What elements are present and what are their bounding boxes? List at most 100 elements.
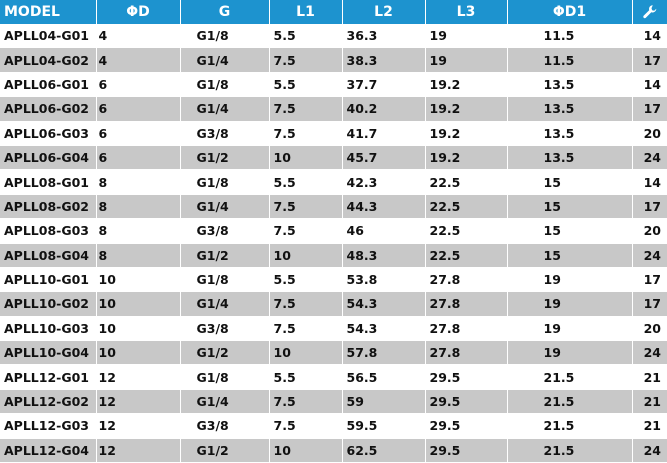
cell-l1: 5.5 [269,267,343,293]
cell-l2: 45.7 [342,145,426,171]
cell-g: G1/8 [180,24,270,49]
cell-d1: 21.5 [507,438,633,463]
cell-wrench-size: 24 [632,340,667,366]
cell-d1: 19 [507,316,633,342]
cell-model: APLL06-G03 [0,121,97,146]
cell-wrench-size: 17 [632,194,667,220]
cell-g: G1/4 [180,194,270,220]
cell-l1: 5.5 [269,364,343,390]
cell-d: 6 [96,121,181,146]
cell-l3: 19 [425,47,508,73]
cell-d1: 13.5 [507,72,633,98]
cell-model: APLL10-G04 [0,340,97,366]
cell-l3: 19.2 [425,145,508,171]
header-g: G [180,0,270,24]
cell-model: APLL10-G01 [0,267,97,293]
cell-wrench-size: 21 [632,364,667,390]
cell-l1: 7.5 [269,413,343,439]
cell-g: G1/4 [180,47,270,73]
cell-l3: 22.5 [425,243,508,268]
cell-wrench-size: 17 [632,47,667,73]
cell-wrench-size: 17 [632,96,667,122]
cell-model: APLL10-G03 [0,316,97,342]
cell-d: 10 [96,340,181,366]
cell-d: 10 [96,316,181,342]
cell-d1: 21.5 [507,413,633,439]
cell-l2: 59 [342,389,426,415]
cell-l2: 36.3 [342,24,426,49]
cell-d1: 21.5 [507,389,633,415]
cell-g: G1/8 [180,267,270,293]
cell-wrench-size: 14 [632,24,667,49]
cell-model: APLL08-G01 [0,169,97,195]
header-wrench [632,0,667,24]
table-row: APLL04-G02 4 G1/4 7.5 38.3 19 11.5 17 [0,47,667,73]
table-row: APLL10-G02 10 G1/4 7.5 54.3 27.8 19 17 [0,291,667,317]
cell-l2: 40.2 [342,96,426,122]
cell-l2: 54.3 [342,316,426,342]
cell-model: APLL06-G04 [0,145,97,171]
cell-g: G1/2 [180,340,270,366]
cell-d: 8 [96,218,181,244]
table-row: APLL08-G02 8 G1/4 7.5 44.3 22.5 15 17 [0,194,667,220]
cell-d1: 19 [507,267,633,293]
cell-wrench-size: 24 [632,145,667,171]
cell-d1: 13.5 [507,121,633,146]
cell-g: G1/2 [180,243,270,268]
cell-l1: 7.5 [269,121,343,146]
cell-d1: 15 [507,218,633,244]
cell-l3: 22.5 [425,218,508,244]
cell-model: APLL12-G03 [0,413,97,439]
table-row: APLL06-G02 6 G1/4 7.5 40.2 19.2 13.5 17 [0,96,667,122]
cell-d1: 15 [507,169,633,195]
cell-l1: 7.5 [269,389,343,415]
header-l2: L2 [342,0,426,24]
header-d: ΦD [96,0,181,24]
table-row: APLL06-G03 6 G3/8 7.5 41.7 19.2 13.5 20 [0,121,667,146]
cell-l2: 56.5 [342,364,426,390]
cell-g: G1/2 [180,145,270,171]
cell-wrench-size: 24 [632,243,667,268]
cell-model: APLL10-G02 [0,291,97,317]
cell-d1: 11.5 [507,24,633,49]
cell-d: 6 [96,145,181,171]
cell-l3: 27.8 [425,291,508,317]
cell-l1: 7.5 [269,218,343,244]
cell-d1: 19 [507,340,633,366]
cell-g: G1/4 [180,96,270,122]
cell-d1: 13.5 [507,96,633,122]
cell-wrench-size: 20 [632,121,667,146]
cell-d: 4 [96,24,181,49]
cell-wrench-size: 14 [632,169,667,195]
cell-g: G3/8 [180,218,270,244]
cell-l1: 7.5 [269,291,343,317]
table-row: APLL10-G04 10 G1/2 10 57.8 27.8 19 24 [0,340,667,366]
cell-l3: 27.8 [425,267,508,293]
cell-d: 12 [96,438,181,463]
cell-l1: 7.5 [269,194,343,220]
cell-wrench-size: 17 [632,267,667,293]
table-row: APLL12-G02 12 G1/4 7.5 59 29.5 21.5 21 [0,389,667,415]
cell-l3: 29.5 [425,438,508,463]
cell-l3: 27.8 [425,316,508,342]
cell-l2: 54.3 [342,291,426,317]
cell-g: G3/8 [180,413,270,439]
cell-d1: 21.5 [507,364,633,390]
cell-l2: 53.8 [342,267,426,293]
cell-l3: 22.5 [425,194,508,220]
cell-d1: 19 [507,291,633,317]
table-row: APLL08-G04 8 G1/2 10 48.3 22.5 15 24 [0,243,667,268]
cell-d: 10 [96,267,181,293]
cell-l1: 10 [269,243,343,268]
cell-l3: 29.5 [425,389,508,415]
cell-d: 8 [96,243,181,268]
cell-g: G1/8 [180,364,270,390]
cell-model: APLL04-G01 [0,24,97,49]
cell-d1: 15 [507,194,633,220]
cell-l2: 37.7 [342,72,426,98]
cell-wrench-size: 21 [632,413,667,439]
cell-l3: 19 [425,24,508,49]
header-l3: L3 [425,0,508,24]
cell-l2: 57.8 [342,340,426,366]
